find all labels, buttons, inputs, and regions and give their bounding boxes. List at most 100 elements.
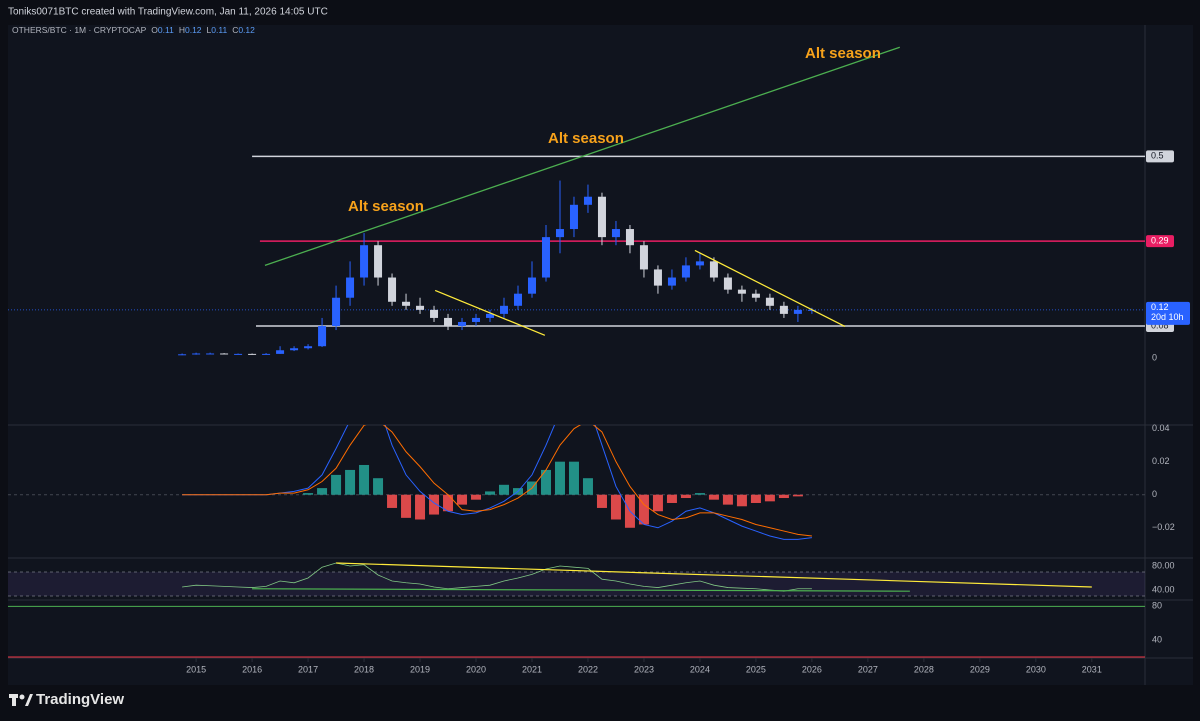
candle-body [388,277,397,302]
macd-histogram-bar [443,494,454,512]
candle-body [220,353,229,355]
candle-body [360,245,369,278]
x-tick-label: 2021 [522,664,542,674]
candle-body [304,346,313,349]
osc-tick-label: 80 [1152,601,1162,611]
trendline [694,249,846,327]
macd-histogram-bar [736,494,747,507]
legend: OTHERS/BTC · 1M · CRYPTOCAP O0.11 H0.12 L0.… [12,25,255,35]
x-tick-label: 2025 [746,664,766,674]
macd-histogram-bar [652,494,663,512]
macd-histogram-bar [638,494,649,525]
candle-body [779,305,788,314]
rsi-band [8,571,1145,596]
x-tick-label: 2031 [1082,664,1102,674]
macd-histogram-bar [708,494,719,500]
macd-histogram-bar [666,494,677,503]
candle-body [374,245,383,278]
countdown: 20d 10h [1151,312,1184,322]
macd-histogram-bar [680,494,691,499]
macd-histogram-bar [499,484,510,495]
candle-body [639,245,648,270]
macd-histogram-bar [317,488,328,495]
candle-body [667,277,676,286]
candle-body [248,353,257,355]
legend-label: L [207,25,212,35]
annotation: Alt season [348,198,424,215]
candle-body [569,204,578,230]
macd-histogram-bar [485,491,496,495]
x-tick-label: 2020 [466,664,486,674]
macd-histogram-bar [359,464,370,495]
current-price-label: 0.12 [1151,302,1169,312]
x-tick-label: 2019 [410,664,430,674]
candle-body [458,321,467,327]
legend-label: C [232,25,238,35]
x-tick-label: 2017 [298,664,318,674]
macd-tick-label: 0 [1152,489,1157,499]
x-tick-label: 2024 [690,664,710,674]
candle-body [625,229,634,246]
candle-body [583,196,592,205]
macd-histogram-bar [429,494,440,515]
osc-tick-label: 40 [1152,634,1162,644]
candle-body [737,289,746,294]
x-tick-label: 2026 [802,664,822,674]
legend-label: O [151,25,158,35]
rsi-trendline [336,562,1092,588]
x-tick-label: 2018 [354,664,374,674]
candle-body [430,309,439,318]
macd-histogram-bar [387,494,398,508]
rsi-tick-label: 40.00 [1152,584,1175,594]
macd-histogram-bar [568,461,579,495]
level-label: 0.08 [1151,320,1169,330]
macd-histogram-bar [582,478,593,495]
candle-body [276,350,285,354]
candle-body [416,305,425,310]
legend-label: H [179,25,185,35]
macd-pane [8,425,1145,540]
level-tag [1146,235,1174,248]
candle-body [611,229,620,238]
candle-body [472,317,481,322]
x-tick-label: 2027 [858,664,878,674]
macd-tick-label: −0.02 [1152,522,1175,532]
x-tick-label: 2022 [578,664,598,674]
x-tick-label: 2015 [186,664,206,674]
macd-histogram-bar [303,493,314,495]
macd-histogram-bar [540,469,551,495]
signal-line [182,425,812,537]
candle-body [402,301,411,306]
candle-body [597,196,606,238]
trendline [434,289,546,336]
macd-histogram-bar [750,494,761,503]
osc-pane [8,605,1145,658]
candle-body [513,293,522,306]
candle-body [793,309,802,314]
axes: 2015 2016 2017 2018 2019 2020 2021 2022 2023 2024… [186,150,1190,674]
candle-body [527,277,536,294]
legend-value: 0.11 [211,25,227,35]
legend-symbol: OTHERS/BTC · 1M · CRYPTOCAP [12,25,147,35]
footer-brand: TradingView [36,691,124,708]
x-tick-label: 2029 [970,664,990,674]
header: Toniks0071BTC created with TradingView.c… [8,7,328,18]
x-tick-label: 2023 [634,664,654,674]
rsi-trendline [252,588,910,592]
candle-body [206,353,215,355]
candle-body [346,277,355,298]
x-tick-label: 2030 [1026,664,1046,674]
candle-body [555,229,564,238]
annotation: Alt season [805,45,881,62]
candle-body [234,353,243,355]
candle-body [765,297,774,306]
candle-body [192,353,201,355]
level-label: 0.29 [1151,236,1169,246]
trendline [264,46,901,267]
macd-histogram-bar [345,469,356,495]
logo [9,694,33,706]
legend-value: 0.12 [238,25,255,35]
macd-histogram-bar [694,493,705,495]
macd-histogram-bar [471,494,482,500]
